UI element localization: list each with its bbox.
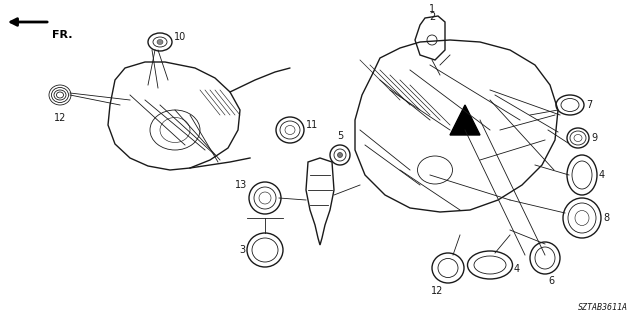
Text: 13: 13 bbox=[235, 180, 247, 190]
Text: 8: 8 bbox=[603, 213, 609, 223]
Text: 2: 2 bbox=[429, 12, 435, 22]
Text: 10: 10 bbox=[174, 32, 186, 42]
Text: 11: 11 bbox=[306, 120, 318, 130]
Text: 4: 4 bbox=[514, 264, 520, 274]
Text: 7: 7 bbox=[586, 100, 592, 110]
Text: 6: 6 bbox=[548, 276, 554, 286]
Text: 12: 12 bbox=[54, 113, 66, 123]
Text: 3: 3 bbox=[239, 245, 245, 255]
Text: 5: 5 bbox=[337, 131, 343, 141]
Text: 12: 12 bbox=[431, 286, 443, 296]
Text: 1: 1 bbox=[429, 4, 435, 14]
Text: 4: 4 bbox=[599, 170, 605, 180]
Polygon shape bbox=[450, 105, 480, 135]
Text: SZTAB3611A: SZTAB3611A bbox=[578, 303, 628, 312]
Text: FR.: FR. bbox=[52, 30, 72, 40]
Text: 9: 9 bbox=[591, 133, 597, 143]
Ellipse shape bbox=[157, 39, 163, 44]
Ellipse shape bbox=[337, 153, 342, 157]
